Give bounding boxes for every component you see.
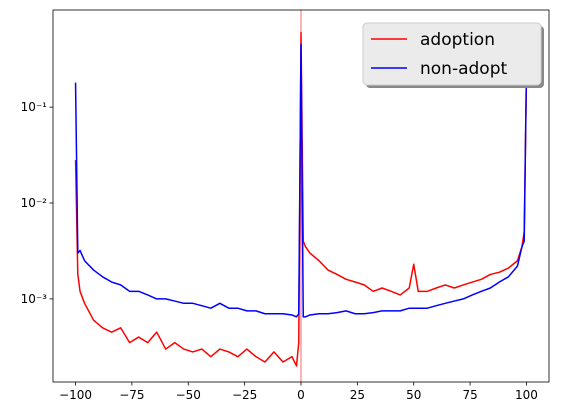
series-line: [74, 43, 528, 318]
x-tick-label: −50: [176, 388, 201, 402]
legend-label: non-adopt: [420, 59, 507, 79]
x-tick-label: 0: [297, 388, 305, 402]
y-tick-label: 10⁻²: [21, 196, 48, 210]
x-tick-label: −25: [232, 388, 257, 402]
y-tick-label: 10⁻¹: [21, 100, 48, 114]
x-tick-label: 100: [515, 388, 538, 402]
legend-box: [362, 22, 542, 86]
x-tick-label: −100: [59, 388, 92, 402]
x-tick-label: 25: [350, 388, 365, 402]
x-tick-label: 75: [462, 388, 477, 402]
x-tick-label: 50: [406, 388, 421, 402]
y-tick-label: 10⁻³: [21, 292, 48, 306]
legend-label: adoption: [420, 30, 495, 50]
x-tick-label: −75: [119, 388, 144, 402]
